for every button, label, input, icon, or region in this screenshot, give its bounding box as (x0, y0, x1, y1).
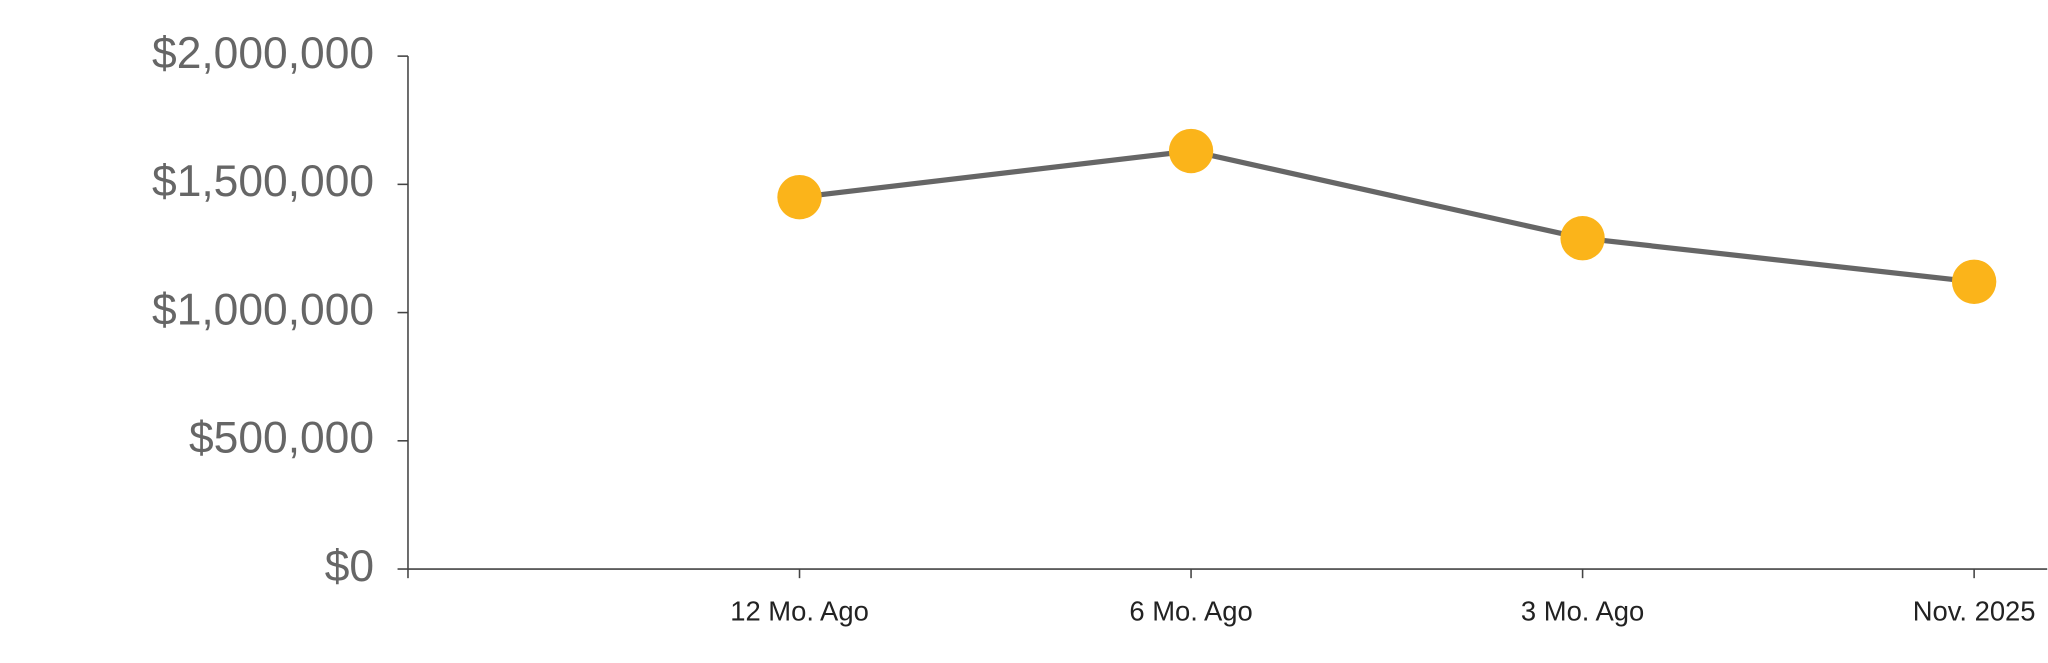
y-tick-label: $1,500,000 (152, 157, 374, 206)
y-tick-label: $0 (325, 542, 374, 591)
point (777, 174, 822, 220)
point (1951, 259, 1997, 304)
x-tick-label: 3 Mo. Ago (1521, 596, 1644, 627)
point (1168, 128, 1214, 174)
x-tick-label: Nov. 2025 (1913, 596, 2036, 627)
line (799, 148, 1975, 285)
y-tick-label: $500,000 (189, 414, 374, 463)
y-tick-label: $1,000,000 (152, 285, 374, 334)
point (1560, 216, 1605, 261)
x-tick-label: 6 Mo. Ago (1129, 596, 1252, 627)
y-tick-label: $2,000,000 (152, 29, 374, 78)
x-tick-label: 12 Mo. Ago (730, 596, 869, 627)
